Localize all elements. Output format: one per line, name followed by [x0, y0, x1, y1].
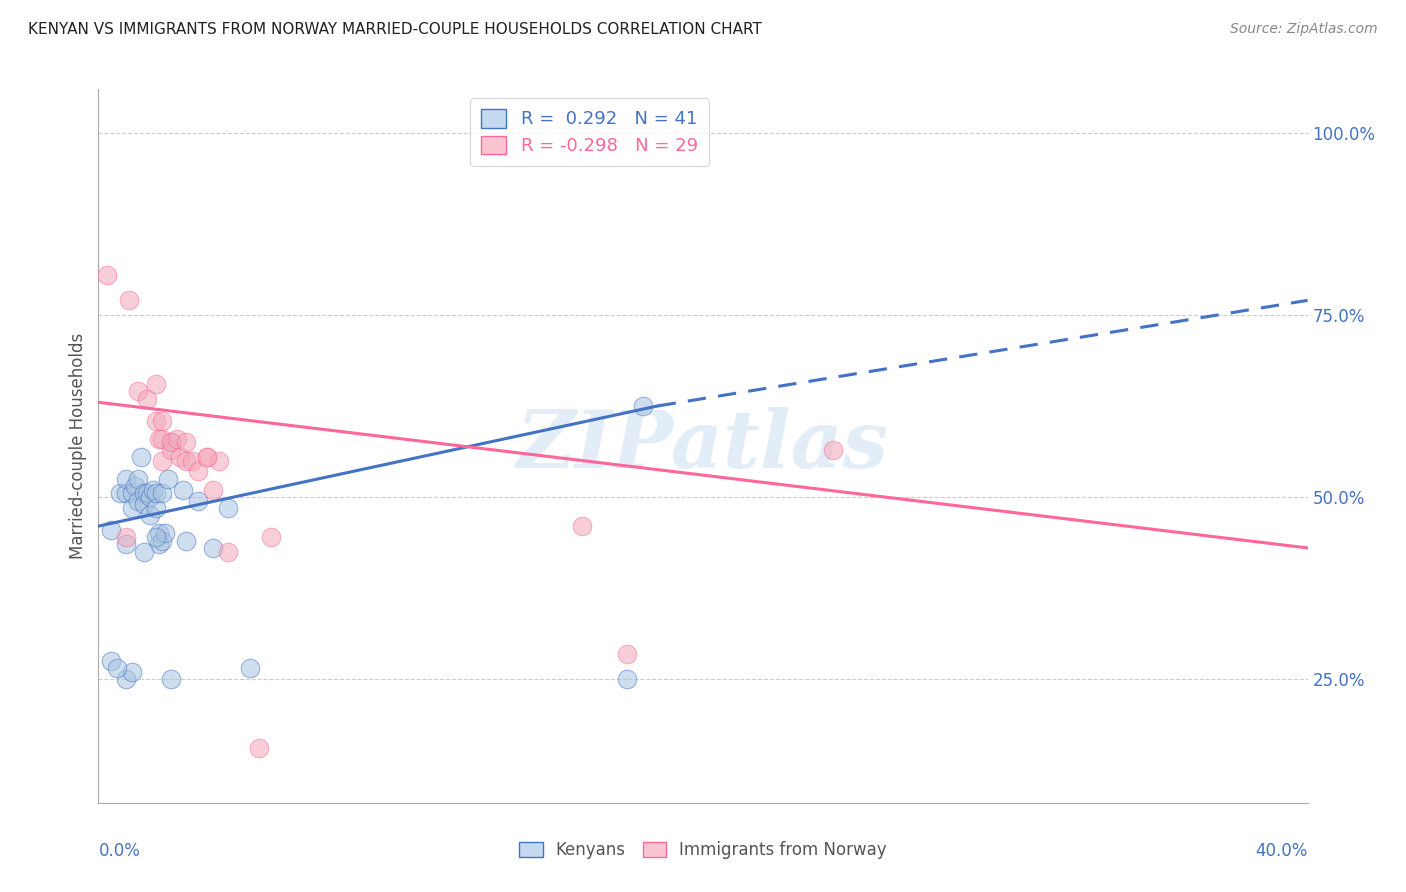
Point	[145, 413, 167, 427]
Point	[150, 533, 173, 548]
Point	[160, 672, 183, 686]
Point	[132, 486, 155, 500]
Point	[195, 450, 218, 464]
Point	[118, 293, 141, 308]
Point	[127, 384, 149, 399]
Point	[169, 450, 191, 464]
Point	[217, 500, 239, 515]
Point	[127, 472, 149, 486]
Point	[139, 490, 162, 504]
Point	[239, 661, 262, 675]
Point	[208, 453, 231, 467]
Point	[174, 435, 197, 450]
Point	[616, 647, 638, 661]
Point	[150, 432, 173, 446]
Point	[145, 530, 167, 544]
Point	[187, 493, 209, 508]
Point	[135, 392, 157, 406]
Point	[145, 486, 167, 500]
Point	[181, 453, 204, 467]
Point	[121, 665, 143, 679]
Point	[174, 533, 197, 548]
Point	[145, 500, 167, 515]
Point	[100, 654, 122, 668]
Point	[127, 493, 149, 508]
Point	[160, 435, 183, 450]
Point	[105, 661, 128, 675]
Point	[260, 530, 283, 544]
Point	[195, 450, 218, 464]
Point	[247, 741, 270, 756]
Point	[132, 497, 155, 511]
Point	[121, 486, 143, 500]
Text: 40.0%: 40.0%	[1256, 842, 1308, 860]
Text: Source: ZipAtlas.com: Source: ZipAtlas.com	[1230, 22, 1378, 37]
Point	[114, 472, 136, 486]
Legend: Kenyans, Immigrants from Norway: Kenyans, Immigrants from Norway	[513, 835, 893, 866]
Point	[150, 486, 173, 500]
Point	[174, 453, 197, 467]
Point	[132, 544, 155, 558]
Point	[631, 399, 654, 413]
Y-axis label: Married-couple Households: Married-couple Households	[69, 333, 87, 559]
Point	[202, 541, 225, 555]
Text: 0.0%: 0.0%	[98, 842, 141, 860]
Point	[124, 479, 146, 493]
Point	[150, 413, 173, 427]
Point	[121, 500, 143, 515]
Point	[148, 526, 170, 541]
Point	[160, 435, 183, 450]
Point	[153, 526, 176, 541]
Point	[100, 523, 122, 537]
Point	[571, 519, 593, 533]
Text: KENYAN VS IMMIGRANTS FROM NORWAY MARRIED-COUPLE HOUSEHOLDS CORRELATION CHART: KENYAN VS IMMIGRANTS FROM NORWAY MARRIED…	[28, 22, 762, 37]
Point	[114, 672, 136, 686]
Point	[187, 465, 209, 479]
Text: ZIPatlas: ZIPatlas	[517, 408, 889, 484]
Point	[172, 483, 194, 497]
Point	[135, 486, 157, 500]
Point	[160, 442, 183, 457]
Point	[114, 530, 136, 544]
Point	[142, 483, 165, 497]
Point	[616, 672, 638, 686]
Point	[139, 508, 162, 523]
Point	[114, 486, 136, 500]
Point	[202, 483, 225, 497]
Point	[156, 472, 179, 486]
Point	[145, 377, 167, 392]
Point	[150, 453, 173, 467]
Point	[148, 537, 170, 551]
Point	[108, 486, 131, 500]
Point	[166, 432, 188, 446]
Point	[821, 442, 844, 457]
Point	[148, 432, 170, 446]
Point	[96, 268, 118, 282]
Point	[114, 537, 136, 551]
Point	[129, 450, 152, 464]
Point	[217, 544, 239, 558]
